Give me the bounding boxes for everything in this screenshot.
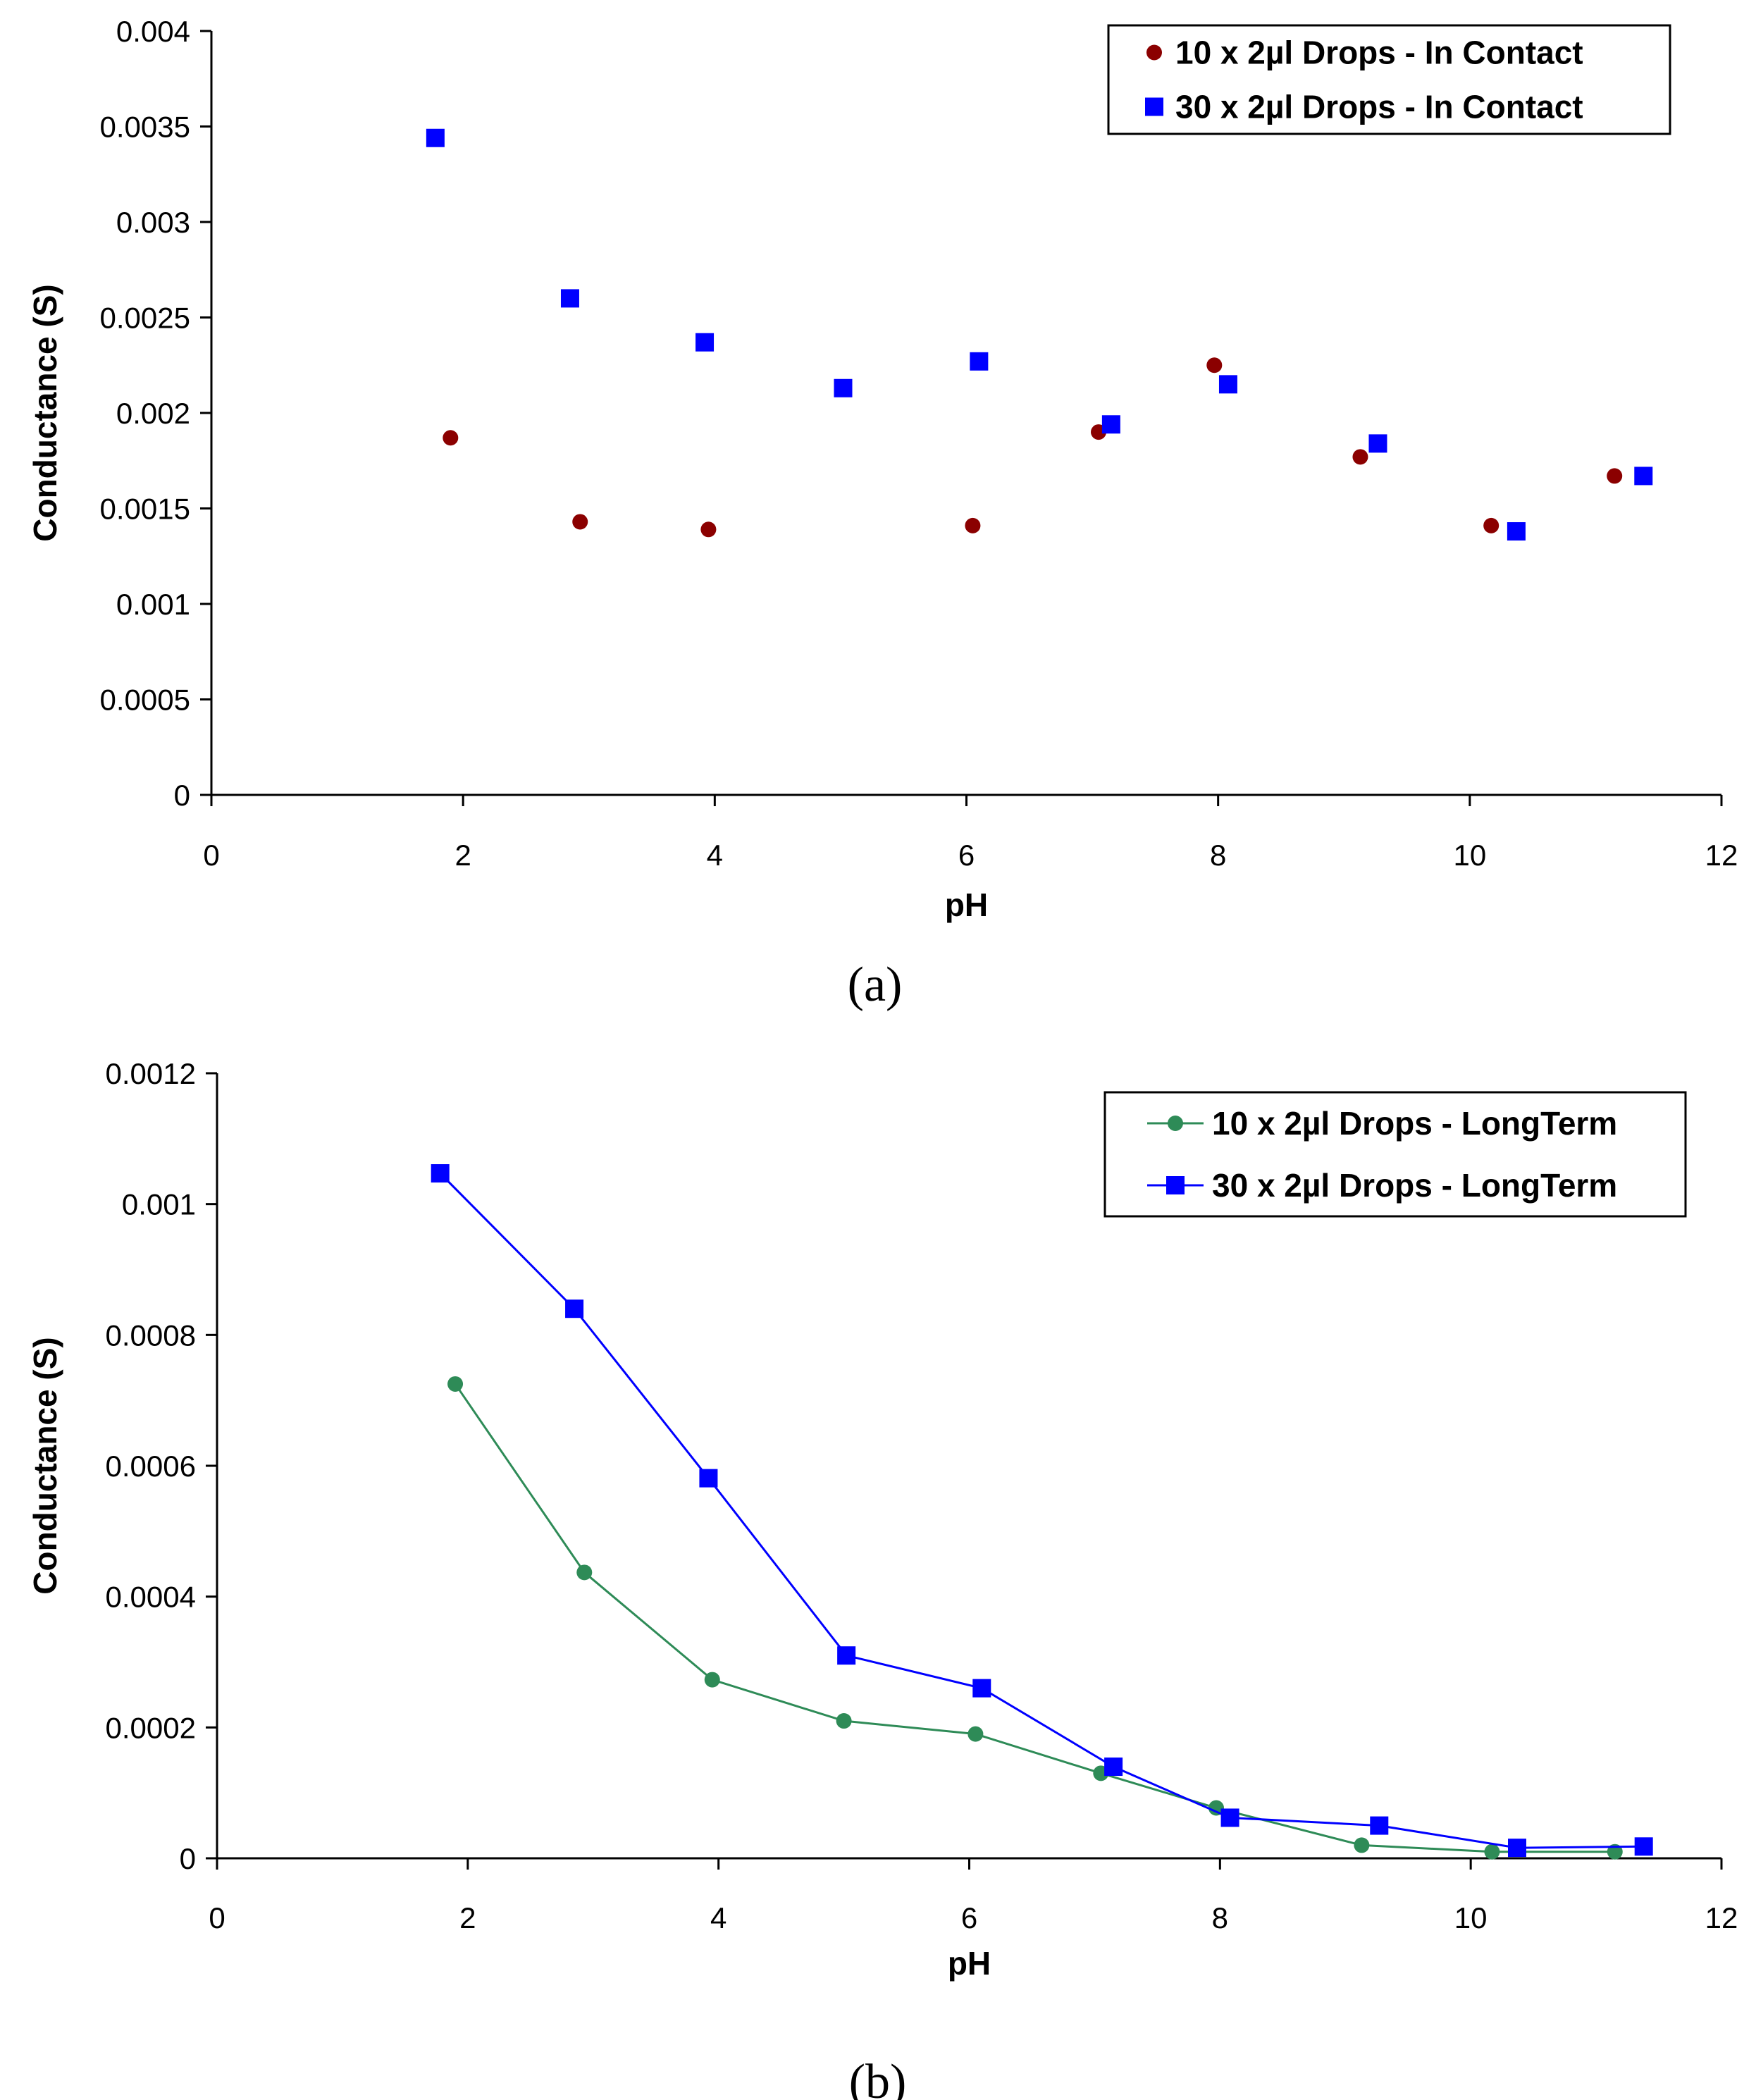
data-point xyxy=(704,1672,720,1688)
x-axis-label: pH xyxy=(948,1945,991,1982)
legend-label: 10 x 2µl Drops - In Contact xyxy=(1175,35,1583,71)
data-point xyxy=(443,430,459,446)
chart-b: 0 0.0002 0.0004 0.0006 0.0008 0.001 0.0012 0 2 4 6… xyxy=(27,1057,1738,2100)
figure-caption: (a) xyxy=(848,958,903,1012)
data-point xyxy=(576,1564,593,1581)
x-tick-label: 8 xyxy=(1212,1901,1228,1934)
data-point xyxy=(431,1164,450,1183)
x-tick-label: 4 xyxy=(707,839,723,872)
legend-box xyxy=(1107,24,1671,135)
x-tick-label: 8 xyxy=(1210,839,1226,872)
data-point xyxy=(1208,1800,1224,1816)
x-tick-label: 4 xyxy=(710,1901,726,1934)
data-point xyxy=(695,333,715,352)
y-tick-label: 0.0004 xyxy=(106,1581,196,1614)
y-tick-label: 0.0008 xyxy=(106,1318,196,1352)
data-point xyxy=(700,521,717,538)
data-point xyxy=(699,1469,718,1488)
figure-caption: (b) xyxy=(849,2055,907,2100)
x-tick-label: 2 xyxy=(455,839,471,872)
chart-a: 0 0.0005 0.001 0.0015 0.002 0.0025 0.003 0.0035… xyxy=(27,15,1738,1012)
x-tick-label: 12 xyxy=(1705,1901,1738,1934)
x-tick-label: 2 xyxy=(459,1901,476,1934)
y-tick-label: 0.0005 xyxy=(100,684,190,717)
legend-box xyxy=(1103,1091,1687,1218)
legend: 10 x 2µl Drops - LongTerm 30 x 2µl Drops … xyxy=(1103,1091,1687,1218)
x-tick-label: 10 xyxy=(1453,839,1486,872)
series-2 xyxy=(426,128,1653,541)
series-line xyxy=(439,1172,1644,1849)
data-point xyxy=(1634,1837,1653,1856)
data-point xyxy=(1220,1808,1239,1827)
legend-marker xyxy=(1166,1176,1185,1194)
data-point xyxy=(1507,522,1526,541)
data-point xyxy=(836,1713,852,1729)
x-tick-label: 0 xyxy=(209,1901,225,1934)
y-tick-label: 0.001 xyxy=(116,588,190,621)
y-tick-label: 0.001 xyxy=(122,1188,196,1221)
data-point xyxy=(965,517,981,533)
data-point xyxy=(1607,468,1623,484)
legend-label: 30 x 2µl Drops - LongTerm xyxy=(1212,1167,1617,1204)
y-tick-label: 0.0006 xyxy=(106,1450,196,1483)
legend-label: 10 x 2µl Drops - LongTerm xyxy=(1212,1105,1617,1142)
data-point xyxy=(572,514,588,530)
series-2 xyxy=(431,1164,1653,1858)
data-point xyxy=(1354,1837,1370,1853)
y-tick-label: 0.0012 xyxy=(106,1057,196,1090)
x-axis-label: pH xyxy=(945,887,988,923)
y-tick-label: 0.0025 xyxy=(100,302,190,335)
data-point xyxy=(834,378,853,397)
x-tick-label: 0 xyxy=(203,839,219,872)
x-tick-label: 6 xyxy=(961,1901,977,1934)
y-axis-label: Conductance (S) xyxy=(27,284,63,541)
y-tick-label: 0.0015 xyxy=(100,493,190,526)
y-tick-label: 0 xyxy=(180,1842,196,1875)
data-point xyxy=(1484,1843,1500,1860)
y-tick-label: 0.002 xyxy=(116,397,190,430)
y-tick-label: 0 xyxy=(174,779,190,812)
data-point xyxy=(972,1679,991,1698)
y-axis-label: Conductance (S) xyxy=(27,1337,63,1594)
y-tick-label: 0.004 xyxy=(116,15,190,48)
data-point xyxy=(1104,1758,1123,1777)
data-point xyxy=(1352,449,1368,465)
series-1 xyxy=(443,357,1623,538)
data-point xyxy=(967,1726,984,1742)
data-point xyxy=(1368,434,1387,453)
data-point xyxy=(565,1299,584,1318)
data-point xyxy=(1218,375,1237,394)
x-tick-label: 12 xyxy=(1705,839,1738,872)
legend-marker xyxy=(1145,97,1163,116)
legend-marker xyxy=(1146,44,1162,61)
x-tick-label: 10 xyxy=(1454,1901,1488,1934)
data-point xyxy=(1507,1839,1526,1858)
legend: 10 x 2µl Drops - In Contact 30 x 2µl Drop… xyxy=(1107,24,1671,135)
y-tick-label: 0.003 xyxy=(116,206,190,239)
data-point xyxy=(1634,467,1653,486)
data-point xyxy=(560,289,579,308)
data-point xyxy=(1101,415,1120,434)
data-point xyxy=(426,128,445,147)
y-tick-label: 0.0035 xyxy=(100,111,190,144)
y-tick-label: 0.0002 xyxy=(106,1711,196,1744)
data-point xyxy=(1370,1816,1389,1835)
data-point xyxy=(447,1376,464,1392)
legend-marker xyxy=(1168,1116,1183,1131)
data-point xyxy=(970,352,989,371)
legend-label: 30 x 2µl Drops - In Contact xyxy=(1175,89,1583,125)
series-1 xyxy=(447,1376,1623,1860)
series-line xyxy=(454,1383,1615,1853)
data-point xyxy=(837,1646,856,1665)
data-point xyxy=(1483,517,1500,533)
x-tick-label: 6 xyxy=(958,839,975,872)
data-point xyxy=(1206,357,1223,373)
